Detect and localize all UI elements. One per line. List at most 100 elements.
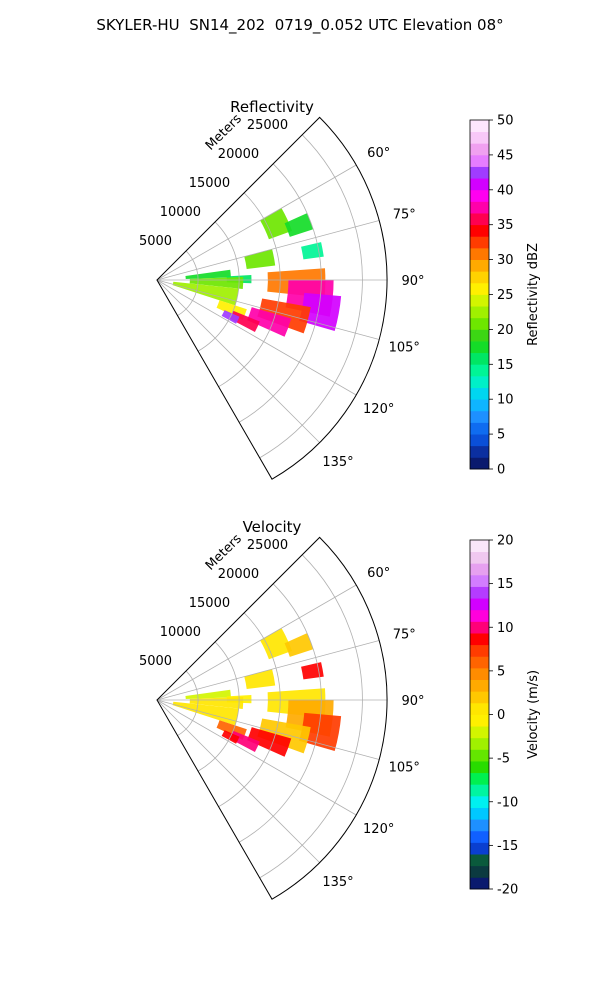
- azimuth-tick-label: 105°: [389, 760, 420, 775]
- range-tick-label: 25000: [247, 538, 288, 553]
- azimuth-gridline: [156, 699, 380, 760]
- range-tick-label: 15000: [189, 176, 230, 191]
- colorbar-tick-label: -5: [497, 752, 510, 767]
- colorbar-tick-label: 45: [497, 148, 514, 163]
- azimuth-gridline: [156, 640, 380, 701]
- echo-cell: [172, 281, 239, 306]
- azimuth-gridline: [156, 699, 320, 863]
- azimuth-gridline: [156, 220, 380, 281]
- colorbar-swatch: [470, 166, 489, 179]
- echo-cell: [284, 633, 314, 657]
- sector-outline: [155, 536, 388, 900]
- colorbar-tick-label: 5: [497, 664, 505, 679]
- colorbar-label: Reflectivity dBZ: [526, 243, 541, 346]
- colorbar-swatch: [470, 749, 489, 762]
- range-tick-label: 10000: [160, 625, 201, 640]
- colorbar-swatch: [470, 329, 489, 342]
- colorbar-swatch: [470, 387, 489, 400]
- colorbar-swatch: [470, 178, 489, 191]
- colorbar-swatch: [470, 656, 489, 669]
- panel-velocity: 60° 75° 90° 105° 120° 135° 5000 10000 15000 20000…: [139, 518, 541, 900]
- colorbar-tick-label: 25: [497, 288, 514, 303]
- colorbar-tick-label: -10: [497, 795, 518, 810]
- range-tick-label: 10000: [160, 205, 201, 220]
- range-ring: [218, 612, 281, 808]
- colorbar-swatch: [470, 131, 489, 144]
- colorbar-tick-label: -15: [497, 839, 518, 854]
- colorbar-swatch: [470, 563, 489, 576]
- echo-cell: [185, 689, 231, 699]
- colorbar-swatch: [470, 609, 489, 622]
- colorbar-swatch: [470, 784, 489, 797]
- panel-title: Velocity: [243, 518, 302, 536]
- colorbar-tick-label: 35: [497, 218, 514, 233]
- colorbar-swatch: [470, 621, 489, 634]
- azimuth-gridline: [156, 279, 380, 340]
- colorbar-label: Velocity (m/s): [526, 670, 541, 759]
- colorbar-tick-label: 50: [497, 114, 514, 129]
- colorbar-swatch: [470, 830, 489, 843]
- colorbar-tick-label: 5: [497, 428, 505, 443]
- colorbar-tick-label: 15: [497, 358, 514, 373]
- colorbar-swatch: [470, 143, 489, 156]
- echo-cell: [299, 292, 342, 331]
- colorbar-swatch: [470, 540, 489, 553]
- colorbar-swatch: [470, 586, 489, 599]
- range-ring: [259, 554, 363, 879]
- colorbar-swatch: [470, 201, 489, 214]
- azimuth-tick-label: 90°: [401, 694, 424, 709]
- azimuth-gridline: [156, 699, 357, 816]
- echo-layer: [172, 628, 342, 757]
- colorbar-swatch: [470, 306, 489, 319]
- colorbar-tick-label: 20: [497, 534, 514, 549]
- azimuth-gridline: [156, 164, 357, 281]
- azimuth-tick-label: 60°: [367, 566, 390, 581]
- azimuth-tick-label: 105°: [389, 340, 420, 355]
- sector-background: [157, 537, 387, 900]
- colorbar-swatch: [470, 714, 489, 727]
- range-ring: [218, 192, 281, 388]
- colorbar-swatch: [470, 633, 489, 646]
- colorbar: -20 -15 -10 -5 0 5 10 15 20 Velocity (m/s): [469, 534, 541, 898]
- colorbar-swatch: [470, 702, 489, 715]
- figure-title: SKYLER-HU SN14_202 0719_0.052 UTC Elevat…: [96, 16, 504, 34]
- range-tick-label: 20000: [218, 147, 259, 162]
- range-tick-label: 5000: [139, 234, 172, 249]
- colorbar-tick-label: 10: [497, 621, 514, 636]
- colorbar-tick-label: 0: [497, 463, 505, 478]
- colorbar-swatch: [470, 271, 489, 284]
- colorbar-swatch: [470, 259, 489, 272]
- colorbar-swatch: [470, 341, 489, 354]
- colorbar-swatch: [470, 667, 489, 680]
- echo-cell: [284, 213, 314, 237]
- colorbar-swatch: [470, 422, 489, 435]
- echo-cell: [247, 727, 292, 757]
- colorbar-swatch: [470, 154, 489, 167]
- colorbar-swatch: [470, 352, 489, 365]
- azimuth-tick-label: 75°: [393, 628, 416, 643]
- colorbar-swatch: [470, 236, 489, 249]
- colorbar-swatch: [470, 457, 489, 470]
- colorbar-swatch: [470, 445, 489, 458]
- colorbar-swatch: [470, 213, 489, 226]
- colorbar-swatch: [470, 120, 489, 133]
- azimuth-tick-label: 120°: [363, 822, 394, 837]
- range-tick-label: 15000: [189, 596, 230, 611]
- panel-reflectivity: 60° 75° 90° 105° 120° 135° 5000 10000 15000 20000…: [139, 98, 541, 480]
- colorbar-tick-label: 20: [497, 323, 514, 338]
- range-ring: [197, 641, 240, 772]
- range-tick-label: 20000: [218, 567, 259, 582]
- range-ring: [259, 134, 363, 459]
- colorbar-swatch: [470, 737, 489, 750]
- colorbar-swatch: [470, 294, 489, 307]
- colorbar-swatch: [470, 282, 489, 295]
- echo-cell: [185, 269, 231, 279]
- azimuth-tick-label: 75°: [393, 208, 416, 223]
- colorbar-swatch: [470, 317, 489, 330]
- colorbar-swatch: [470, 807, 489, 820]
- range-ring: [177, 670, 199, 736]
- colorbar-swatch: [470, 598, 489, 611]
- colorbar-swatch: [470, 434, 489, 447]
